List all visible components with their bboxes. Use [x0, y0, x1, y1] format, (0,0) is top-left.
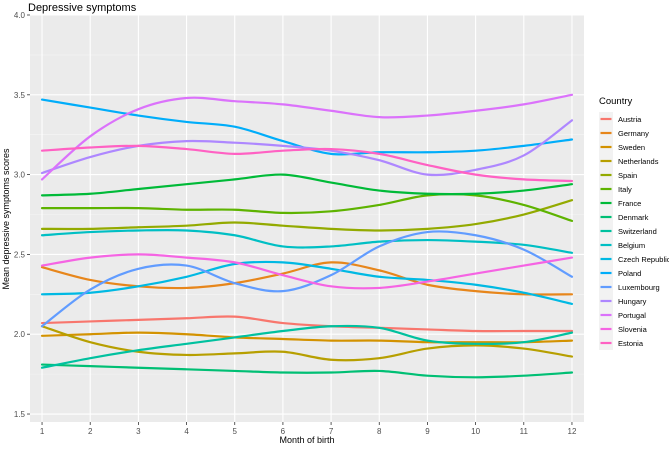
major-gridlines — [30, 14, 584, 422]
legend-item-france: France — [599, 196, 641, 210]
series-line-portugal — [40, 93, 574, 181]
legend-label: Sweden — [618, 143, 645, 152]
minor-gridlines — [30, 54, 584, 375]
series-line-denmark — [40, 363, 574, 379]
legend-label: Netherlands — [618, 157, 659, 166]
legend-item-luxembourg: Luxembourg — [599, 280, 660, 294]
series-line-spain — [40, 199, 574, 232]
series-line-czech-republic — [40, 260, 574, 305]
legend-label: Poland — [618, 269, 641, 278]
legend-label: Italy — [618, 185, 632, 194]
x-tick-label: 7 — [329, 427, 334, 436]
legend-label: Luxembourg — [618, 283, 660, 292]
y-tick-label: 3.0 — [14, 171, 26, 180]
series-line-austria — [40, 315, 574, 333]
legend-label: Germany — [618, 129, 649, 138]
series-line-france — [40, 173, 574, 197]
legend-label: Portugal — [618, 311, 646, 320]
legend-label: Denmark — [618, 213, 649, 222]
x-tick-label: 4 — [184, 427, 189, 436]
series-line-italy — [40, 193, 574, 222]
y-axis: 1.5 2.0 2.5 3.0 3.5 4.0 — [14, 11, 30, 419]
x-tick-label: 1 — [40, 427, 45, 436]
x-tick-label: 9 — [425, 427, 430, 436]
legend: Country Austria Germany Sweden Netherlands S… — [599, 96, 669, 350]
series-line-belgium — [40, 228, 574, 254]
legend-item-austria: Austria — [599, 112, 642, 126]
x-tick-label: 6 — [281, 427, 286, 436]
x-tick-label: 11 — [520, 427, 529, 436]
legend-title: Country — [599, 96, 633, 107]
series-line-switzerland — [40, 324, 574, 369]
x-tick-label: 12 — [568, 427, 577, 436]
y-tick-label: 1.5 — [14, 410, 26, 419]
y-tick-label: 3.5 — [14, 91, 26, 100]
legend-label: Belgium — [618, 241, 645, 250]
x-tick-label: 8 — [377, 427, 382, 436]
legend-item-sweden: Sweden — [599, 140, 645, 154]
legend-item-spain: Spain — [599, 168, 637, 182]
legend-label: Estonia — [618, 339, 644, 348]
x-tick-label: 2 — [88, 427, 93, 436]
y-tick-label: 4.0 — [14, 11, 26, 20]
series-line-estonia — [40, 144, 574, 183]
series-lines — [40, 93, 574, 379]
x-tick-label: 10 — [471, 427, 480, 436]
legend-item-switzerland: Switzerland — [599, 224, 657, 238]
plot-panel — [30, 15, 584, 422]
x-axis-label: Month of birth — [279, 435, 334, 445]
legend-item-poland: Poland — [599, 266, 641, 280]
y-tick-label: 2.5 — [14, 250, 26, 259]
x-tick-label: 5 — [233, 427, 238, 436]
series-line-slovenia — [40, 253, 574, 290]
series-line-sweden — [40, 331, 574, 344]
legend-items: Austria Germany Sweden Netherlands Spain Ital… — [599, 112, 669, 350]
legend-item-czech-republic: Czech Republic — [599, 252, 669, 266]
legend-label: Slovenia — [618, 325, 648, 334]
legend-item-hungary: Hungary — [599, 294, 647, 308]
legend-label: Switzerland — [618, 227, 657, 236]
legend-item-estonia: Estonia — [599, 336, 644, 350]
x-axis: 1 2 3 4 5 6 7 8 9 10 11 12 — [40, 422, 577, 436]
legend-item-portugal: Portugal — [599, 308, 646, 322]
legend-label: Spain — [618, 171, 637, 180]
legend-label: Czech Republic — [618, 255, 669, 264]
legend-item-netherlands: Netherlands — [599, 154, 659, 168]
legend-item-germany: Germany — [599, 126, 649, 140]
legend-item-italy: Italy — [599, 182, 632, 196]
series-line-luxembourg — [40, 230, 574, 328]
legend-item-slovenia: Slovenia — [599, 322, 648, 336]
legend-item-belgium: Belgium — [599, 238, 645, 252]
y-tick-label: 2.0 — [14, 330, 26, 339]
legend-label: Hungary — [618, 297, 647, 306]
legend-label: Austria — [618, 115, 642, 124]
legend-label: France — [618, 199, 641, 208]
chart-title: Depressive symptoms — [28, 2, 137, 14]
x-tick-label: 3 — [136, 427, 141, 436]
legend-item-denmark: Denmark — [599, 210, 649, 224]
y-axis-label: Mean depressive symptoms scores — [1, 148, 11, 290]
